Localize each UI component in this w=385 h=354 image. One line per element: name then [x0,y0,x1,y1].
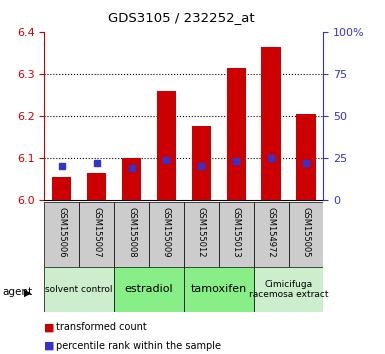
Text: agent: agent [2,287,32,297]
Bar [227,68,246,200]
Bar [114,202,149,267]
Text: solvent control: solvent control [45,285,113,294]
Bar [44,267,114,312]
Bar [87,173,106,200]
Text: percentile rank within the sample: percentile rank within the sample [56,341,221,351]
Bar [219,202,254,267]
Bar [184,267,254,312]
Bar [157,91,176,200]
Bar [296,114,316,200]
Bar [149,202,184,267]
Bar [261,47,281,200]
Bar [114,267,184,312]
Text: GSM155013: GSM155013 [232,207,241,258]
Text: ▶: ▶ [24,288,32,298]
Text: GDS3105 / 232252_at: GDS3105 / 232252_at [108,11,254,24]
Text: tamoxifen: tamoxifen [191,284,247,295]
Bar [192,126,211,200]
Bar [44,202,79,267]
Text: GSM155006: GSM155006 [57,207,66,258]
Text: ■: ■ [44,322,55,332]
Bar [184,202,219,267]
Text: ■: ■ [44,341,55,351]
Text: GSM155012: GSM155012 [197,207,206,257]
Bar [52,177,71,200]
Bar [254,267,323,312]
Text: GSM154972: GSM154972 [266,207,276,258]
Text: GSM155007: GSM155007 [92,207,101,258]
Text: transformed count: transformed count [56,322,147,332]
Text: GSM155009: GSM155009 [162,207,171,257]
Text: estradiol: estradiol [125,284,173,295]
Bar [122,158,141,200]
Text: Cimicifuga
racemosa extract: Cimicifuga racemosa extract [249,280,328,299]
Text: GSM155005: GSM155005 [301,207,310,257]
Bar [79,202,114,267]
Bar [254,202,288,267]
Bar [288,202,323,267]
Text: GSM155008: GSM155008 [127,207,136,258]
